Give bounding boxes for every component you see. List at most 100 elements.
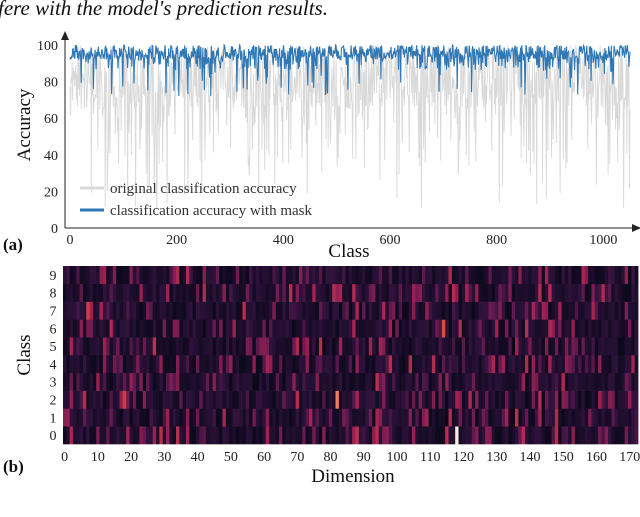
heatmap-cell	[229, 355, 233, 374]
heatmap-cell	[408, 390, 413, 409]
heatmap-cell	[255, 355, 260, 374]
heatmap-cell	[222, 301, 227, 320]
heatmap-cells	[63, 266, 639, 445]
heatmap-cell	[102, 319, 107, 338]
heatmap-cell	[531, 355, 536, 374]
heatmap-cell	[209, 426, 213, 445]
heatmap-cell	[325, 283, 330, 302]
heatmap-cell	[116, 301, 120, 320]
heatmap-cell	[239, 355, 243, 374]
heatmap-cell	[315, 408, 320, 427]
heatmap-cell	[219, 390, 223, 409]
heatmap-cell	[325, 266, 330, 285]
heatmap-cell	[421, 355, 426, 374]
heatmap-cell	[534, 390, 539, 409]
heatmap-cell	[182, 319, 187, 338]
heatmap-cell	[166, 337, 170, 356]
heatmap-cell	[485, 355, 489, 374]
b-y-axis-label: Class	[14, 334, 35, 375]
heatmap-cell	[245, 355, 250, 374]
heatmap-cell	[528, 408, 533, 427]
heatmap-cell	[618, 372, 622, 391]
heatmap-cell	[375, 283, 380, 302]
heatmap-cell	[584, 283, 589, 302]
heatmap-cell	[398, 283, 403, 302]
heatmap-cell	[501, 426, 506, 445]
heatmap-cell	[475, 390, 479, 409]
heatmap-cell	[574, 390, 579, 409]
heatmap-cell	[126, 372, 130, 391]
heatmap-cell	[82, 337, 87, 356]
heatmap-cell	[308, 390, 313, 409]
heatmap-cell	[365, 337, 370, 356]
heatmap-cell	[192, 301, 197, 320]
heatmap-cell	[212, 408, 217, 427]
heatmap-cell	[152, 337, 157, 356]
heatmap-cell	[498, 355, 503, 374]
b-x-tick-90: 90	[357, 450, 371, 465]
heatmap-cell	[624, 426, 629, 445]
heatmap-cell	[501, 337, 506, 356]
heatmap-cell	[89, 266, 94, 285]
heatmap-cell	[611, 283, 616, 302]
heatmap-cell	[531, 408, 536, 427]
heatmap-cell	[279, 301, 283, 320]
heatmap-cell	[604, 426, 609, 445]
heatmap-cell	[72, 372, 77, 391]
heatmap-cell	[548, 283, 552, 302]
heatmap-cell	[428, 408, 433, 427]
heatmap-cell	[322, 319, 326, 338]
heatmap-cell	[451, 372, 456, 391]
heatmap-cell	[485, 408, 489, 427]
heatmap-cell	[431, 337, 436, 356]
heatmap-cell	[69, 372, 74, 391]
heatmap-cell	[289, 337, 293, 356]
heatmap-cell	[561, 355, 566, 374]
heatmap-cell	[628, 301, 632, 320]
heatmap-cell	[89, 337, 94, 356]
heatmap-cell	[225, 283, 230, 302]
heatmap-cell	[614, 337, 619, 356]
heatmap-cell	[571, 337, 576, 356]
heatmap-cell	[548, 355, 552, 374]
heatmap-cell	[335, 372, 340, 391]
heatmap-cell	[375, 390, 380, 409]
heatmap-cell	[235, 283, 240, 302]
heatmap-cell	[262, 283, 267, 302]
heatmap-cell	[481, 301, 486, 320]
heatmap-cell	[122, 283, 127, 302]
heatmap-cell	[99, 283, 104, 302]
heatmap-cell	[139, 301, 144, 320]
heatmap-cell	[192, 266, 197, 285]
heatmap-cell	[438, 283, 443, 302]
heatmap-cell	[229, 283, 233, 302]
heatmap-cell	[308, 283, 313, 302]
heatmap-cell	[242, 337, 247, 356]
heatmap-cell	[249, 426, 253, 445]
heatmap-cell	[179, 372, 184, 391]
heatmap-cell	[564, 337, 569, 356]
heatmap-cell	[305, 266, 310, 285]
heatmap-cell	[325, 301, 330, 320]
heatmap-cell	[441, 266, 446, 285]
heatmap-cell	[99, 337, 104, 356]
heatmap-cell	[544, 319, 549, 338]
heatmap-cell	[611, 337, 616, 356]
heatmap-cell	[142, 283, 147, 302]
heatmap-cell	[305, 283, 310, 302]
heatmap-cell	[285, 337, 290, 356]
heatmap-cell	[408, 372, 413, 391]
heatmap-cell	[408, 408, 413, 427]
heatmap-cell	[282, 408, 287, 427]
heatmap-cell	[388, 337, 393, 356]
heatmap-cell	[269, 426, 273, 445]
heatmap-cell	[345, 283, 350, 302]
heatmap-cell	[574, 337, 579, 356]
heatmap-cell	[438, 372, 443, 391]
heatmap-cell	[505, 301, 509, 320]
heatmap-cell	[458, 372, 463, 391]
heatmap-cell	[405, 372, 410, 391]
heatmap-cell	[541, 390, 546, 409]
heatmap-cell	[534, 283, 539, 302]
heatmap-cell	[461, 337, 466, 356]
